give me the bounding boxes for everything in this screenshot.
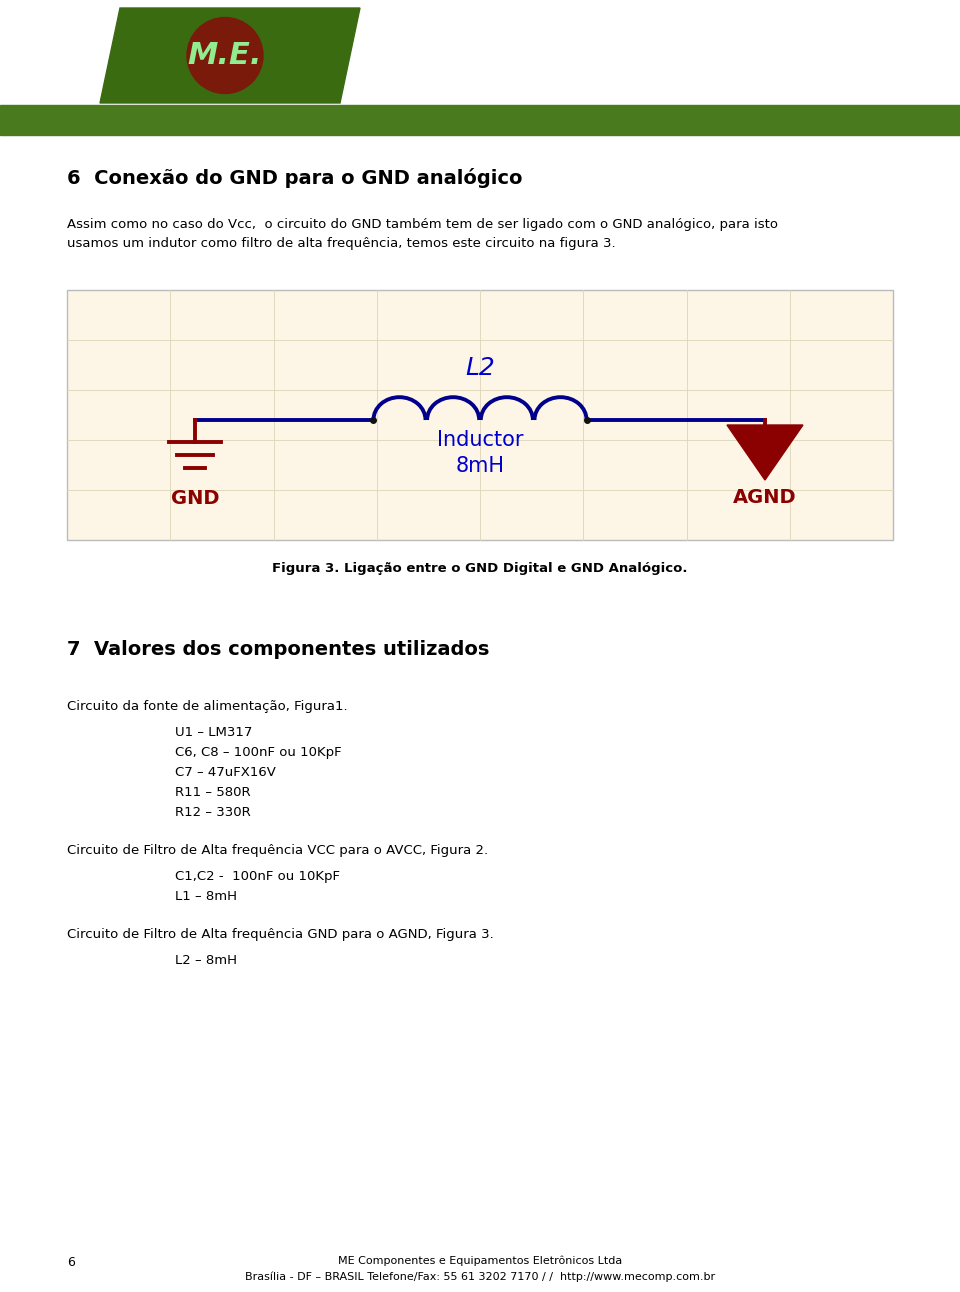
Text: 7  Valores dos componentes utilizados: 7 Valores dos componentes utilizados bbox=[67, 640, 490, 659]
Text: 6  Conexão do GND para o GND analógico: 6 Conexão do GND para o GND analógico bbox=[67, 168, 522, 189]
Polygon shape bbox=[100, 8, 360, 103]
Text: AGND: AGND bbox=[733, 488, 797, 506]
Text: GND: GND bbox=[171, 488, 219, 508]
Bar bbox=[0, 105, 960, 134]
Text: U1 – LM317: U1 – LM317 bbox=[175, 726, 252, 739]
Text: L2: L2 bbox=[466, 357, 494, 380]
Text: L1 – 8mH: L1 – 8mH bbox=[175, 890, 237, 903]
Bar bbox=[67, 289, 893, 540]
Text: Circuito de Filtro de Alta frequência VCC para o AVCC, Figura 2.: Circuito de Filtro de Alta frequência VC… bbox=[67, 844, 488, 857]
Text: R12 – 330R: R12 – 330R bbox=[175, 806, 251, 819]
Text: Inductor: Inductor bbox=[437, 430, 523, 450]
Text: C6, C8 – 100nF ou 10KpF: C6, C8 – 100nF ou 10KpF bbox=[175, 745, 342, 758]
Text: L2 – 8mH: L2 – 8mH bbox=[175, 953, 237, 966]
Text: Circuito de Filtro de Alta frequência GND para o AGND, Figura 3.: Circuito de Filtro de Alta frequência GN… bbox=[67, 928, 493, 941]
Text: 8mH: 8mH bbox=[455, 456, 505, 475]
Text: Brasília - DF – BRASIL Telefone/Fax: 55 61 3202 7170 / /  http://www.mecomp.com.: Brasília - DF – BRASIL Telefone/Fax: 55 … bbox=[245, 1271, 715, 1282]
Text: C1,C2 -  100nF ou 10KpF: C1,C2 - 100nF ou 10KpF bbox=[175, 870, 340, 882]
Text: 6: 6 bbox=[67, 1257, 75, 1270]
Text: R11 – 580R: R11 – 580R bbox=[175, 786, 251, 798]
Text: C7 – 47uFX16V: C7 – 47uFX16V bbox=[175, 766, 276, 779]
Text: M.E.: M.E. bbox=[188, 41, 262, 70]
Circle shape bbox=[187, 18, 263, 93]
Polygon shape bbox=[727, 425, 803, 481]
Text: Figura 3. Ligação entre o GND Digital e GND Analógico.: Figura 3. Ligação entre o GND Digital e … bbox=[273, 562, 687, 575]
Text: ME Componentes e Equipamentos Eletrônicos Ltda: ME Componentes e Equipamentos Eletrônico… bbox=[338, 1255, 622, 1265]
Text: Assim como no caso do Vcc,  o circuito do GND também tem de ser ligado com o GND: Assim como no caso do Vcc, o circuito do… bbox=[67, 218, 778, 249]
Text: Circuito da fonte de alimentação, Figura1.: Circuito da fonte de alimentação, Figura… bbox=[67, 700, 348, 713]
